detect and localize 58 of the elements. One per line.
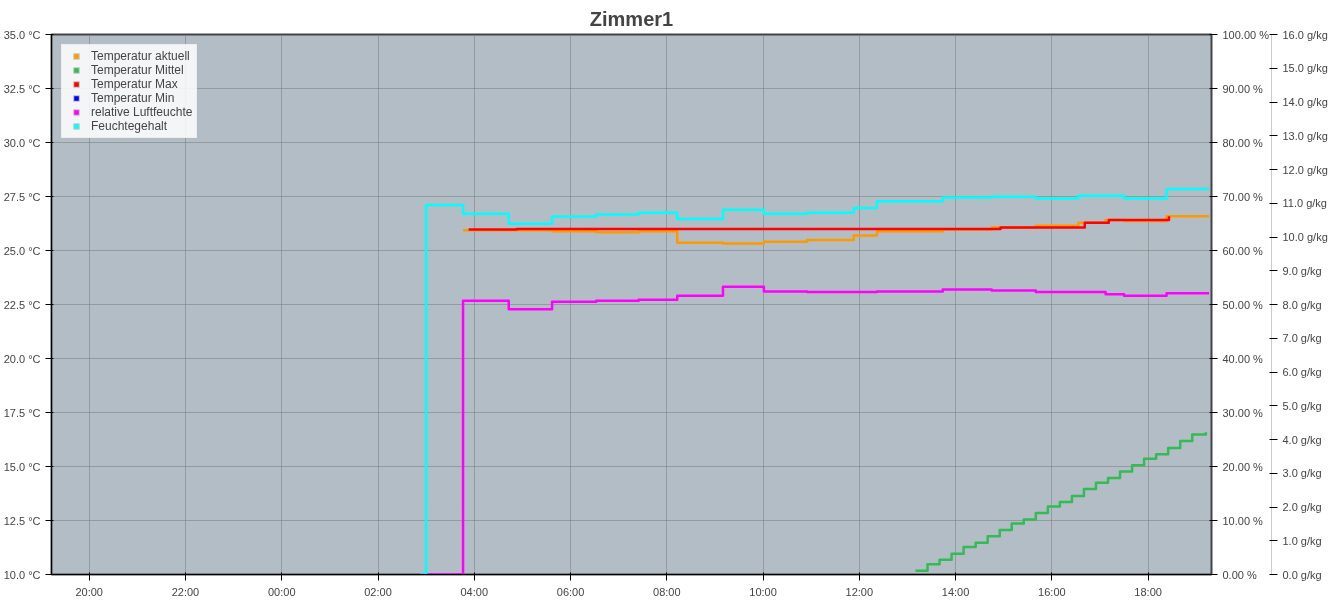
- x-tick-label: 16:00: [1038, 585, 1066, 598]
- y3-tick-label: 10.0 g/kg: [1282, 231, 1328, 243]
- y3-tick-label: 2.0 g/kg: [1282, 501, 1322, 513]
- y-tick-label: 30.0 °C: [3, 136, 41, 149]
- legend-label: Temperatur Mittel: [91, 63, 184, 77]
- x-tick-label: 10:00: [749, 585, 777, 598]
- chart-title: Zimmer1: [589, 7, 674, 30]
- legend-label: relative Luftfeuchte: [91, 105, 193, 119]
- y3-tick-label: 1.0 g/kg: [1282, 534, 1322, 547]
- y3-tick-label: 11.0 g/kg: [1282, 197, 1327, 210]
- y-tick-label: 12.5 °C: [3, 514, 41, 527]
- y3-tick-label: 15.0 g/kg: [1282, 62, 1328, 75]
- y3-tick-label: 0.0 g/kg: [1282, 568, 1322, 581]
- y2-tick-label: 80.00 %: [1222, 136, 1264, 149]
- y2-tick-label: 90.00 %: [1222, 82, 1264, 95]
- y-tick-label: 25.0 °C: [3, 244, 41, 257]
- x-tick-label: 18:00: [1134, 585, 1162, 598]
- x-tick-label: 06:00: [556, 585, 585, 598]
- x-tick-label: 20:00: [75, 585, 103, 598]
- y2-tick-label: 50.00 %: [1222, 298, 1264, 311]
- y2-tick-label: 60.00 %: [1222, 244, 1264, 257]
- y3-tick-label: 16.0 g/kg: [1282, 28, 1328, 41]
- x-tick-label: 00:00: [267, 585, 296, 598]
- y-tick-label: 32.5 °C: [3, 82, 41, 95]
- y3-tick-label: 4.0 g/kg: [1282, 433, 1322, 446]
- y3-tick-label: 9.0 g/kg: [1282, 264, 1322, 277]
- legend-label: Feuchtegehalt: [91, 119, 168, 133]
- x-tick-label: 22:00: [171, 585, 200, 598]
- y-tick-label: 27.5 °C: [3, 190, 41, 203]
- y2-tick-label: 70.00 %: [1222, 190, 1264, 203]
- y3-tick-label: 6.0 g/kg: [1282, 366, 1322, 378]
- x-tick-label: 04:00: [460, 585, 489, 598]
- legend-label: Temperatur Min: [91, 91, 175, 105]
- y3-tick-label: 14.0 g/kg: [1282, 96, 1328, 108]
- y2-tick-label: 0.00 %: [1222, 568, 1257, 581]
- y2-tick-label: 100.00 %: [1222, 28, 1270, 41]
- x-tick-label: 12:00: [845, 585, 874, 598]
- y3-tick-label: 3.0 g/kg: [1282, 467, 1322, 480]
- y-tick-label: 22.5 °C: [3, 298, 41, 311]
- legend-label: Temperatur Max: [91, 77, 178, 91]
- y-tick-label: 35.0 °C: [3, 28, 41, 41]
- y2-tick-label: 40.00 %: [1222, 352, 1264, 365]
- y-tick-label: 10.0 °C: [3, 568, 41, 581]
- y3-tick-label: 7.0 g/kg: [1282, 332, 1322, 345]
- y2-tick-label: 10.00 %: [1222, 514, 1264, 527]
- y-tick-label: 15.0 °C: [3, 460, 41, 473]
- x-tick-label: 08:00: [653, 585, 681, 598]
- y3-tick-label: 13.0 g/kg: [1282, 129, 1328, 142]
- x-tick-label: 14:00: [941, 585, 970, 598]
- y2-tick-label: 30.00 %: [1222, 406, 1264, 419]
- y2-tick-label: 20.00 %: [1222, 460, 1264, 473]
- y-tick-label: 17.5 °C: [3, 406, 41, 419]
- y3-tick-label: 8.0 g/kg: [1282, 298, 1322, 311]
- y-tick-label: 20.0 °C: [3, 352, 41, 365]
- y3-tick-label: 12.0 g/kg: [1282, 163, 1328, 176]
- x-tick-label: 02:00: [364, 585, 392, 598]
- y3-tick-label: 5.0 g/kg: [1282, 399, 1322, 412]
- legend-label: Temperatur aktuell: [91, 49, 190, 63]
